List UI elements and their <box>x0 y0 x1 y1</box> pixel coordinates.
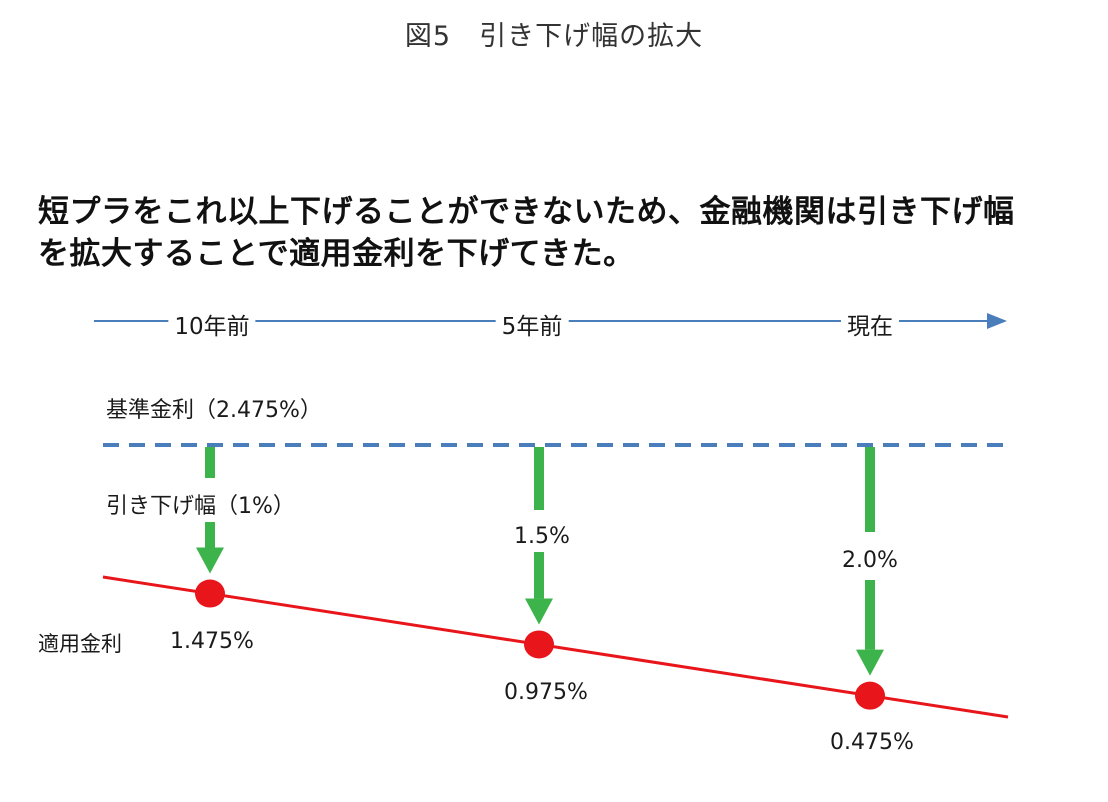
applied-rate-value-now: 0.475% <box>830 730 914 755</box>
reduction-label-5y-ago: 1.5% <box>510 522 574 551</box>
base-rate-label: 基準金利（2.475%） <box>106 398 322 423</box>
timeline-label-5y-ago: 5年前 <box>495 307 569 341</box>
timeline-label-now: 現在 <box>841 307 899 341</box>
applied-rate-label: 適用金利 <box>38 632 122 656</box>
applied-rate-value-5y-ago: 0.975% <box>504 680 588 705</box>
reduction-arrow-now <box>856 447 884 676</box>
reduction-arrow-10y-ago <box>196 447 224 574</box>
figure-title: 図5 引き下げ幅の拡大 <box>404 21 704 52</box>
reduction-arrow-5y-ago <box>525 447 553 625</box>
applied-rate-dot-5y-ago <box>524 630 554 659</box>
reduction-label-now: 2.0% <box>838 546 902 575</box>
applied-rate-dot-10y-ago <box>195 579 225 608</box>
headline-line-1: 短プラをこれ以上下げることができないため、金融機関は引き下げ幅 <box>38 194 1015 230</box>
applied-rate-dot-now <box>855 681 885 710</box>
headline-line-2: を拡大することで適用金利を下げてきた。 <box>38 236 635 272</box>
applied-rate-value-10y-ago: 1.475% <box>170 629 254 654</box>
timeline-label-10y-ago: 10年前 <box>168 307 256 341</box>
reduction-label-10y-ago: 引き下げ幅（1%） <box>106 488 299 520</box>
